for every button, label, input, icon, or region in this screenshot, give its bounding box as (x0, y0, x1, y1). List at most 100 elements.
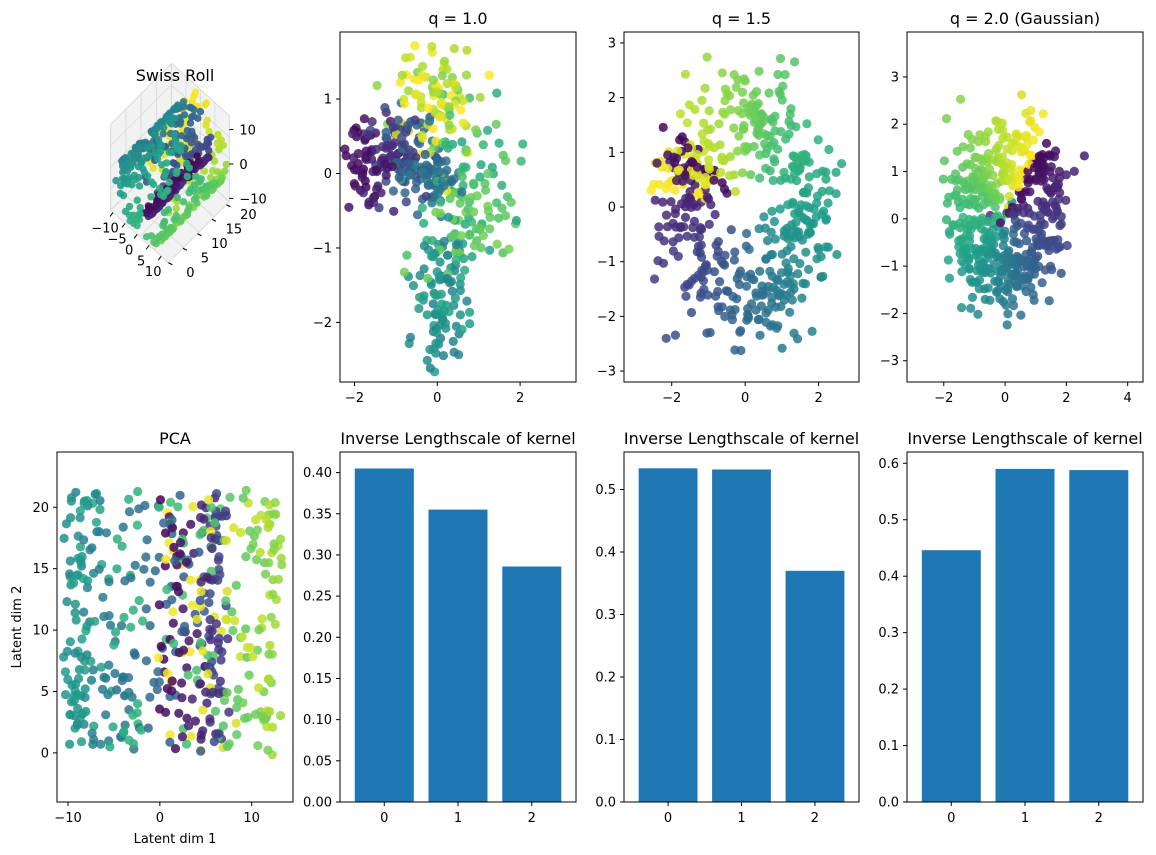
scatter-point (427, 198, 437, 208)
scatter-point (264, 674, 274, 684)
scatter-point (658, 122, 668, 132)
scatter-point (743, 313, 753, 323)
scatter-point (775, 204, 785, 214)
scatter-point (394, 172, 404, 182)
scatter-point (341, 151, 351, 161)
scatter-point (205, 153, 213, 162)
scatter-point (400, 188, 410, 198)
scatter-point (265, 706, 275, 717)
scatter-point (145, 151, 153, 160)
scatter-point (1054, 173, 1064, 183)
scatter-point (742, 228, 752, 239)
scatter-point (91, 517, 101, 527)
axes-frame (56, 451, 294, 803)
scatter-point (157, 147, 165, 155)
scatter-point (90, 616, 100, 627)
scatter-point (144, 202, 153, 210)
scatter-point (964, 253, 974, 263)
scatter-point (423, 103, 433, 113)
scatter-point (142, 535, 152, 545)
scatter-point (802, 119, 812, 129)
scatter-point (243, 712, 253, 723)
scatter-point (791, 217, 801, 227)
scatter-point (415, 270, 425, 281)
scatter-point (966, 303, 976, 313)
scatter-point (174, 708, 184, 718)
scatter-point (411, 152, 421, 163)
scatter-point (143, 723, 153, 733)
scatter-point (460, 265, 470, 275)
scatter-point (1003, 276, 1013, 286)
z-tick-label: −10 (239, 192, 266, 207)
scatter-point (652, 158, 662, 168)
scatter-point (944, 192, 954, 202)
scatter-point (798, 278, 808, 288)
x-tick-label: 2 (516, 391, 524, 406)
scatter-point (193, 152, 201, 160)
scatter-point (89, 721, 99, 731)
scatter-point (191, 88, 200, 96)
y-axis-label: Latent dim 2 (10, 586, 25, 669)
bar-1 (428, 509, 488, 802)
scatter-point (476, 160, 486, 170)
scatter-point (649, 274, 660, 284)
scatter-point (76, 558, 86, 568)
scatter-point (235, 652, 245, 662)
scatter-point (776, 175, 786, 185)
scatter-point (125, 202, 134, 211)
scatter-point (251, 515, 261, 525)
scatter-point (198, 705, 208, 715)
scatter-point (238, 698, 248, 708)
y-tick (182, 247, 188, 251)
scatter-point (257, 614, 267, 624)
scatter-point (195, 595, 205, 606)
scatter-point (742, 272, 752, 282)
scatter-point (663, 179, 673, 189)
scatter-point (730, 247, 740, 257)
scatter-point (804, 264, 814, 274)
scatter-point (1004, 174, 1014, 184)
scatter-point (801, 247, 811, 257)
scatter-point (405, 332, 416, 342)
scatter-point (268, 589, 278, 600)
scatter-point (175, 538, 186, 548)
scatter-point (952, 146, 962, 156)
y-tick-label: 5 (201, 251, 209, 266)
scatter-point (779, 167, 789, 177)
lengthscale-bar-panel-q2: 0 1 2 0.0 0.1 0.2 0.3 0.4 0.5 0.6 Inverse Lengthsc… (878, 429, 1144, 826)
scatter-point (177, 732, 187, 742)
scatter-point (773, 321, 783, 331)
scatter-point (713, 302, 723, 312)
q2-scatter-panel: −2 0 2 4 −3 −2 −1 0 1 2 3 q = 2.0 (Gaussian) (880, 9, 1144, 406)
scatter-point (205, 714, 215, 724)
scatter-point (661, 333, 671, 343)
scatter-point (1012, 251, 1022, 261)
y-tick-label: −3 (597, 365, 616, 380)
scatter-point (95, 504, 105, 515)
scatter-point (136, 203, 144, 212)
scatter-point (145, 577, 155, 587)
scatter-point (386, 150, 396, 160)
x-axis-label: Latent dim 1 (134, 832, 217, 847)
scatter-point (160, 217, 169, 226)
scatter-point (732, 146, 743, 156)
scatter-point (774, 291, 784, 301)
scatter-point (480, 178, 490, 189)
x-tick (121, 223, 126, 228)
x-tick-label: 1 (454, 811, 462, 826)
x-tick-label: 0 (380, 811, 388, 826)
scatter-point (147, 193, 155, 201)
scatter-point (112, 564, 122, 574)
scatter-point (1016, 194, 1027, 204)
bar-2 (1069, 470, 1129, 802)
scatter-point (232, 730, 242, 740)
scatter-point (167, 148, 176, 157)
scatter-point (973, 309, 983, 319)
scatter-point (778, 81, 788, 91)
scatter-point (162, 584, 172, 595)
q1-scatter-panel: −2 0 2 −2 −1 0 1 q = 1.0 (313, 9, 577, 406)
scatter-point (210, 518, 220, 528)
scatter-point (110, 668, 120, 679)
scatter-point (173, 193, 181, 202)
scatter-point (417, 203, 427, 213)
